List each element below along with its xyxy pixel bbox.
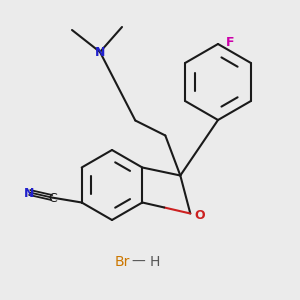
Text: N: N bbox=[23, 187, 34, 200]
Text: C: C bbox=[48, 192, 57, 205]
Text: O: O bbox=[194, 209, 205, 222]
Text: —: — bbox=[131, 255, 145, 269]
Text: Br: Br bbox=[115, 255, 130, 269]
Text: N: N bbox=[95, 46, 105, 59]
Text: H: H bbox=[150, 255, 160, 269]
Text: F: F bbox=[226, 35, 235, 49]
